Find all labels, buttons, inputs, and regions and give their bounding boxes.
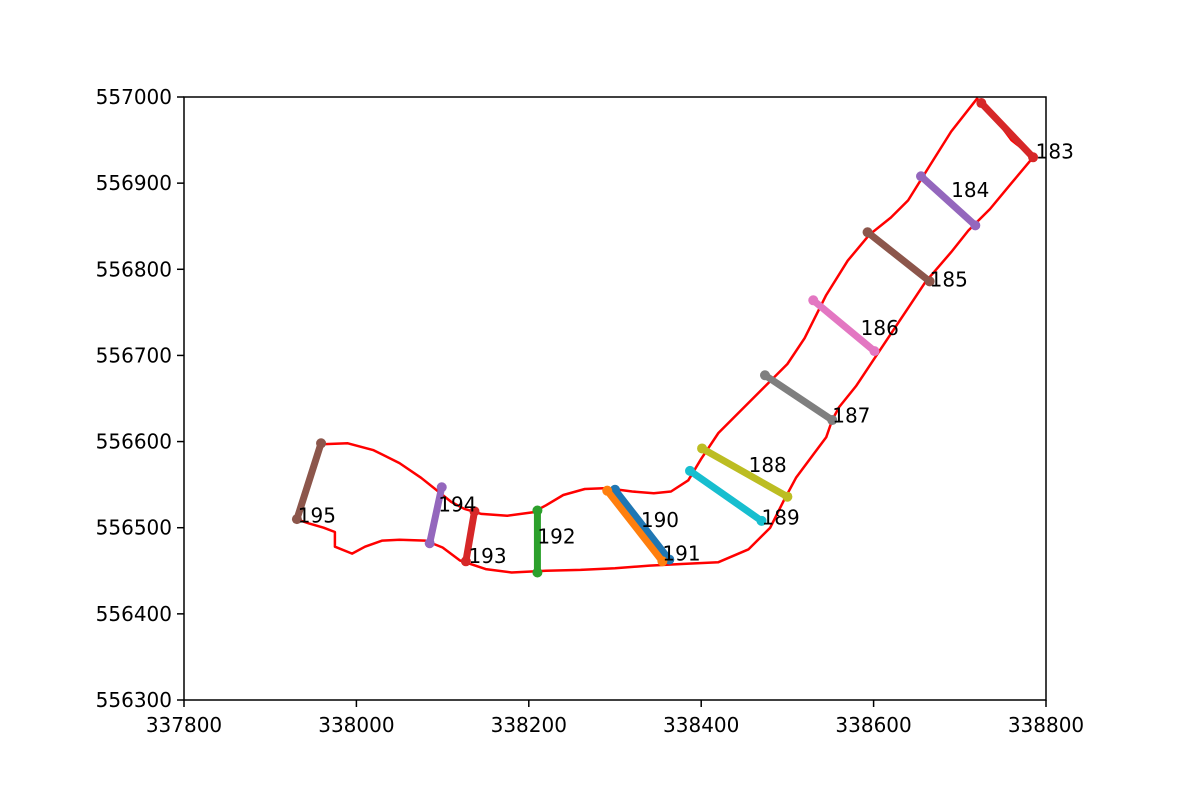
segment-point-191-1 [657, 556, 668, 567]
segment-194: 194 [424, 482, 476, 549]
segment-187: 187 [759, 370, 870, 428]
segment-line-189 [686, 467, 766, 525]
segment-line-191 [603, 487, 666, 565]
segment-point-187-1 [827, 415, 838, 426]
plot-frame [183, 96, 1047, 701]
segment-point-183-0 [976, 98, 987, 109]
segment-point-189-0 [684, 465, 695, 476]
segment-line-183 [977, 99, 1037, 161]
segment-point-186-0 [808, 295, 819, 306]
boundary-line [294, 97, 1035, 574]
x-axis: 337800 338000 338200 338400 338600 338800 [146, 700, 1084, 737]
x-tick-label: 338800 [1008, 713, 1084, 737]
x-tick-label: 338400 [663, 713, 739, 737]
segment-183: 183 [976, 98, 1074, 163]
segment-191: 191 [602, 485, 701, 567]
segment-point-185-1 [924, 276, 935, 287]
segment-point-184-1 [970, 220, 981, 231]
segment-point-192-1 [532, 567, 543, 578]
y-tick-label: 556900 [96, 171, 172, 195]
segment-label-192: 192 [537, 524, 575, 548]
segment-line-188 [698, 444, 791, 501]
segment-point-183-1 [1028, 152, 1039, 163]
x-tick-label: 338000 [318, 713, 394, 737]
y-tick-label: 556600 [96, 430, 172, 454]
segment-line-195 [293, 439, 325, 523]
segment-193: 193 [460, 506, 507, 568]
segment-point-193-0 [469, 506, 480, 517]
segment-label-194: 194 [438, 492, 476, 516]
segment-label-186: 186 [861, 316, 899, 340]
segment-point-195-0 [316, 438, 327, 449]
segment-label-183: 183 [1036, 139, 1074, 163]
segment-label-188: 188 [749, 453, 787, 477]
segment-label-193: 193 [468, 544, 506, 568]
x-tick-label: 338600 [835, 713, 911, 737]
y-tick-label: 557000 [96, 85, 172, 109]
segment-line-187 [761, 371, 836, 424]
y-tick-label: 556800 [96, 257, 172, 281]
y-tick-label: 556300 [96, 688, 172, 712]
segment-point-192-0 [532, 505, 543, 516]
segment-point-188-1 [782, 491, 793, 502]
segment-point-194-0 [436, 482, 447, 493]
y-tick-label: 556400 [96, 602, 172, 626]
segment-line-186 [809, 296, 878, 355]
segment-line-184 [917, 172, 979, 229]
x-tick-label: 338200 [491, 713, 567, 737]
segment-188: 188 [697, 443, 793, 502]
segment-point-194-1 [424, 538, 435, 549]
y-tick-label: 556700 [96, 343, 172, 367]
segment-label-187: 187 [832, 404, 870, 428]
segment-point-184-0 [916, 171, 927, 182]
segment-line-185 [864, 228, 934, 285]
segment-label-195: 195 [298, 504, 336, 528]
segment-label-184: 184 [951, 178, 989, 202]
segment-line-193 [462, 507, 478, 565]
segment-label-189: 189 [762, 505, 800, 529]
segment-185: 185 [862, 227, 968, 292]
segment-line-194 [426, 483, 446, 547]
segment-label-190: 190 [641, 508, 679, 532]
segment-point-186-1 [869, 346, 880, 357]
segment-point-185-0 [862, 227, 873, 238]
segment-184: 184 [916, 171, 989, 231]
segment-point-191-0 [602, 485, 613, 496]
y-tick-label: 556500 [96, 516, 172, 540]
x-tick-label: 337800 [146, 713, 222, 737]
segment-line-190 [611, 486, 673, 564]
segment-point-193-1 [460, 556, 471, 567]
segment-point-195-1 [291, 514, 302, 525]
segment-point-187-0 [759, 370, 770, 381]
y-axis: 556300 556400 556500 556600 556700 556800 5569… [96, 85, 184, 712]
segment-point-189-1 [756, 515, 767, 526]
segment-195: 195 [291, 438, 336, 528]
segment-point-188-0 [697, 443, 708, 454]
segment-186: 186 [808, 295, 899, 357]
segment-label-191: 191 [662, 542, 700, 566]
segment-192: 192 [532, 505, 576, 578]
plot-content: 183 184 185 186 187 188 189 190 191 192 193 194 195 [291, 97, 1074, 578]
segment-189: 189 [684, 465, 800, 529]
segment-label-185: 185 [930, 268, 968, 292]
